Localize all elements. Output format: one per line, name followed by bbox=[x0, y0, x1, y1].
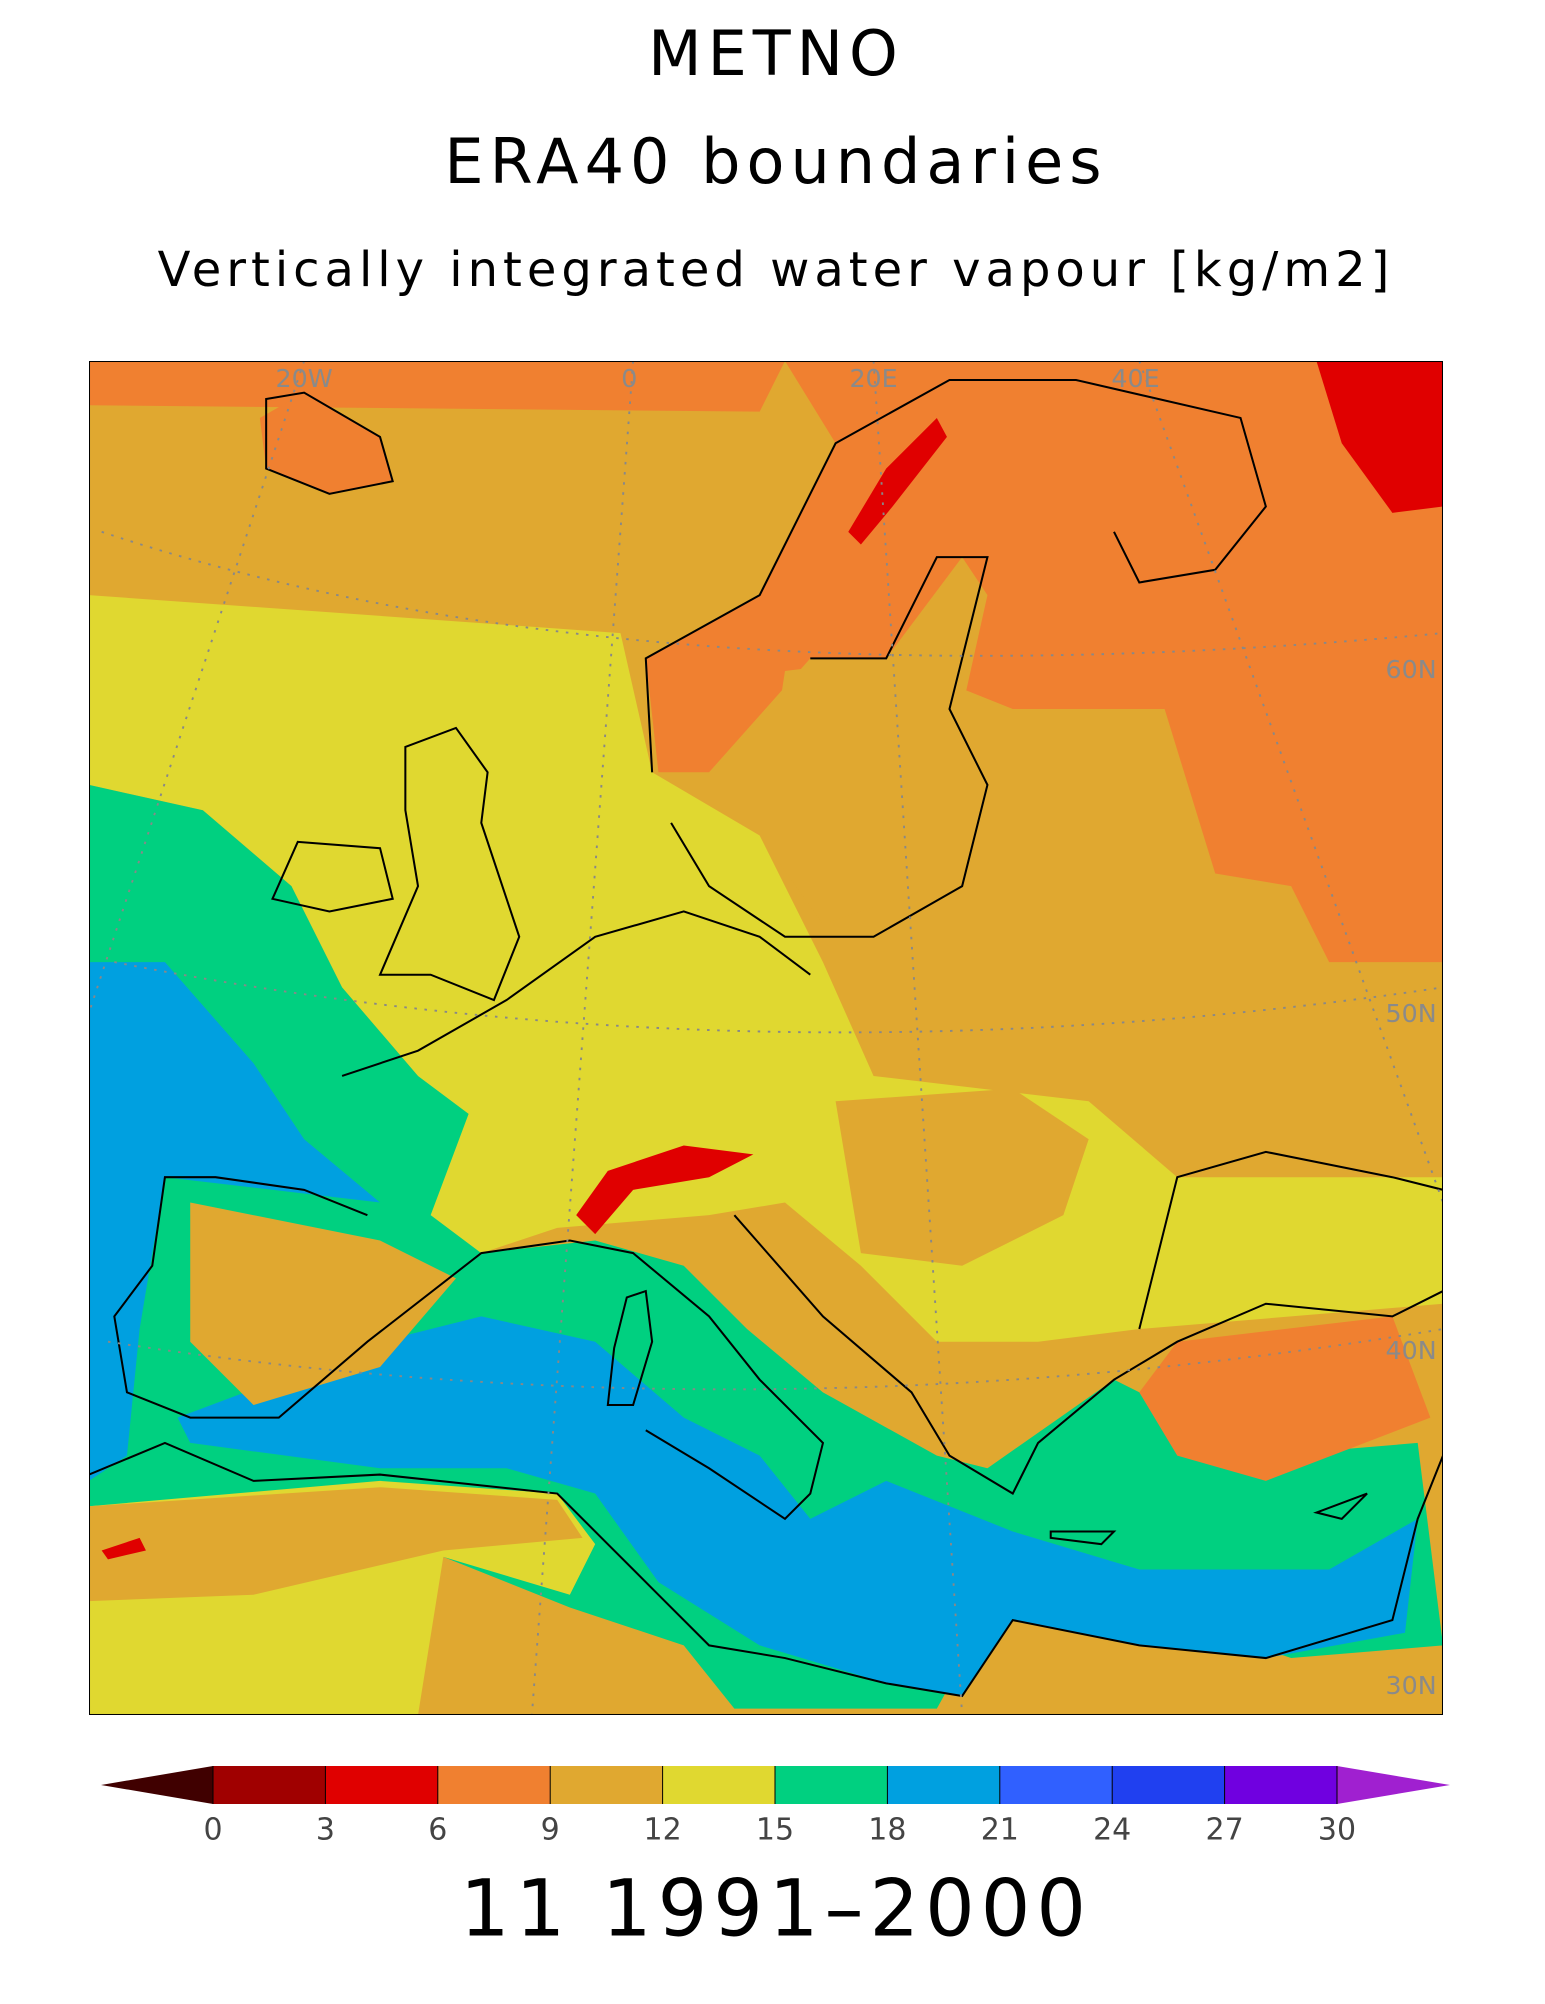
colorbar-box bbox=[550, 1766, 663, 1804]
colorbar-box bbox=[1112, 1766, 1225, 1804]
colorbar-box bbox=[887, 1766, 1000, 1804]
region bbox=[259, 392, 393, 494]
region bbox=[835, 1088, 1089, 1266]
colorbar-box bbox=[662, 1766, 775, 1804]
region bbox=[1316, 361, 1443, 513]
region bbox=[759, 557, 988, 925]
colorbar-tick-label: 3 bbox=[316, 1813, 335, 1848]
colorbar-box bbox=[325, 1766, 438, 1804]
region bbox=[101, 1537, 146, 1560]
colorbar-tick-label: 27 bbox=[1206, 1813, 1244, 1848]
colorbar-tick-label: 21 bbox=[981, 1813, 1019, 1848]
colorbar-tick-label: 9 bbox=[541, 1813, 560, 1848]
region bbox=[190, 1202, 456, 1405]
colorbar-tick-label: 24 bbox=[1093, 1813, 1131, 1848]
colorbar-box bbox=[1224, 1766, 1337, 1804]
lat-label: 30N bbox=[1386, 1671, 1437, 1700]
footer: 11 1991–2000 bbox=[460, 1864, 1092, 1954]
lat-label: 60N bbox=[1386, 655, 1437, 684]
region bbox=[89, 1487, 583, 1602]
lon-label: 20E bbox=[849, 364, 897, 393]
map: 20W 0 20E 40E 60N 50N 40N 30N bbox=[89, 361, 1443, 1715]
colorbar-tick-label: 18 bbox=[868, 1813, 906, 1848]
subtitle: ERA40 boundaries bbox=[444, 125, 1107, 198]
region bbox=[89, 361, 785, 412]
colorbar-box bbox=[999, 1766, 1113, 1804]
colorbar-tick-label: 12 bbox=[644, 1813, 682, 1848]
region bbox=[848, 417, 947, 545]
region bbox=[645, 361, 1443, 963]
lon-label: 20W bbox=[276, 364, 333, 393]
colorbar-under bbox=[101, 1766, 213, 1804]
colorbar-tick-label: 15 bbox=[756, 1813, 794, 1848]
lat-label: 40N bbox=[1386, 1336, 1437, 1365]
region bbox=[89, 962, 381, 1481]
region bbox=[576, 1145, 754, 1235]
variable-label: Vertically integrated water vapour [kg/m… bbox=[158, 242, 1395, 298]
colorbar-box bbox=[437, 1766, 551, 1804]
title: METNO bbox=[648, 17, 904, 90]
colorbar-box bbox=[775, 1766, 888, 1804]
colorbar-tick-label: 6 bbox=[428, 1813, 447, 1848]
graticule bbox=[89, 361, 1443, 1715]
coastline bbox=[89, 378, 1443, 1698]
region bbox=[89, 784, 1443, 1709]
lon-label: 0 bbox=[621, 364, 637, 393]
colorbar-over bbox=[1337, 1766, 1450, 1804]
colorbar-tick-label: 0 bbox=[203, 1813, 222, 1848]
lat-label: 50N bbox=[1386, 999, 1437, 1028]
colorbar: 0 3 6 9 12 15 18 21 24 27 30 bbox=[101, 1766, 1450, 1848]
lon-label: 40E bbox=[1111, 364, 1159, 393]
region bbox=[1139, 1316, 1431, 1481]
colorbar-tick-label: 30 bbox=[1318, 1813, 1356, 1848]
colorbar-box bbox=[213, 1766, 326, 1804]
